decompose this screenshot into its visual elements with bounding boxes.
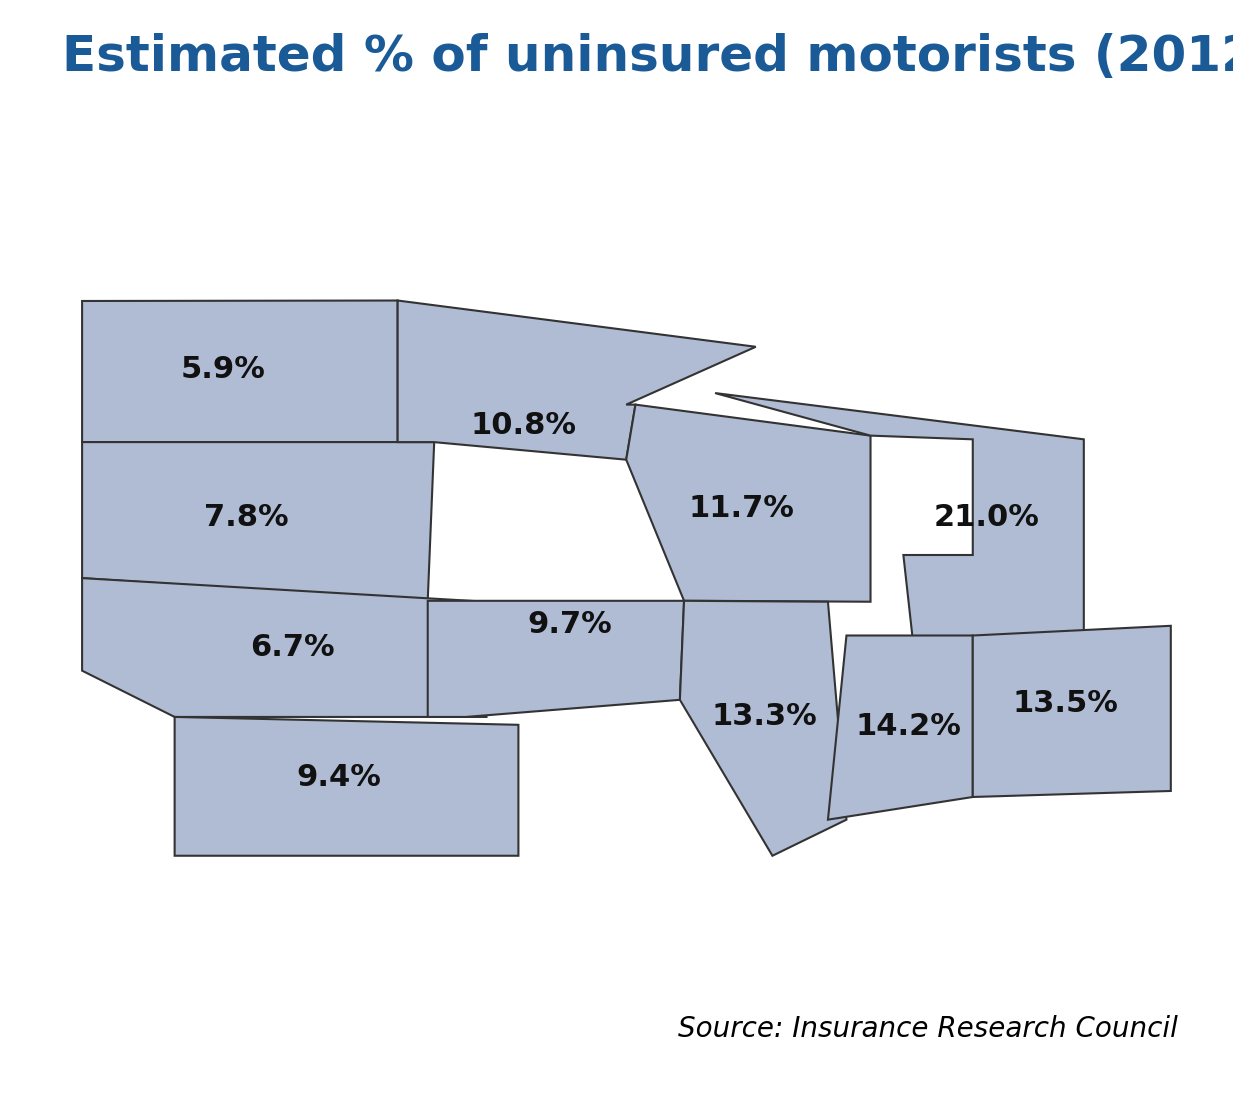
- Text: 7.8%: 7.8%: [203, 504, 289, 533]
- Text: 6.7%: 6.7%: [250, 633, 335, 662]
- Text: Estimated % of uninsured motorists (2012): Estimated % of uninsured motorists (2012…: [62, 33, 1233, 81]
- Text: 13.5%: 13.5%: [1012, 688, 1118, 717]
- Text: 5.9%: 5.9%: [181, 355, 265, 384]
- Polygon shape: [83, 442, 434, 601]
- Polygon shape: [715, 393, 1084, 638]
- Text: 13.3%: 13.3%: [711, 703, 817, 731]
- Text: Source: Insurance Research Council: Source: Insurance Research Council: [678, 1016, 1178, 1043]
- Text: 11.7%: 11.7%: [688, 494, 794, 523]
- Text: 14.2%: 14.2%: [854, 712, 961, 740]
- Text: 9.4%: 9.4%: [296, 763, 381, 791]
- Polygon shape: [973, 626, 1171, 797]
- Polygon shape: [428, 601, 684, 717]
- Polygon shape: [827, 636, 973, 819]
- Polygon shape: [679, 601, 847, 856]
- Text: 9.7%: 9.7%: [528, 609, 613, 639]
- Polygon shape: [398, 301, 756, 460]
- Polygon shape: [626, 405, 870, 602]
- Polygon shape: [83, 578, 487, 717]
- Polygon shape: [175, 717, 518, 856]
- Polygon shape: [83, 301, 398, 442]
- Text: 10.8%: 10.8%: [471, 411, 577, 440]
- Text: 21.0%: 21.0%: [933, 504, 1039, 533]
